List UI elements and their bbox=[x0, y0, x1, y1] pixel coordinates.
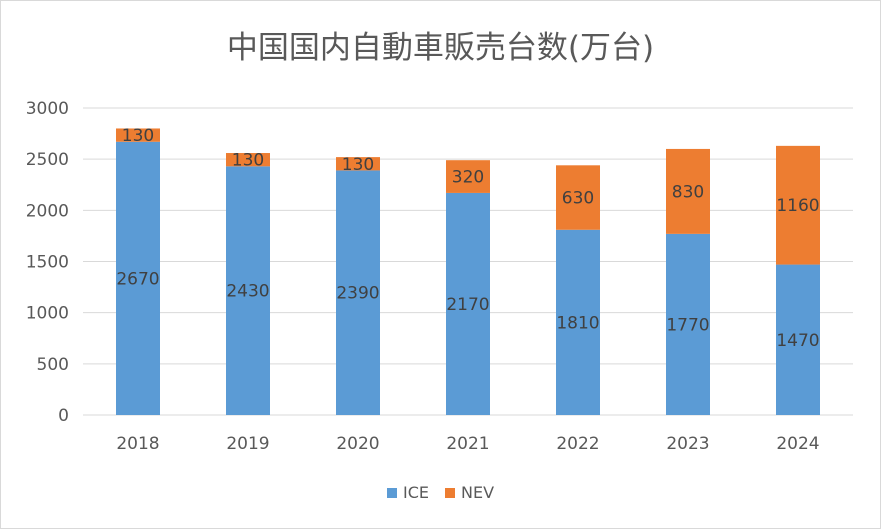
y-tick-label: 1000 bbox=[26, 304, 69, 324]
data-label-ice-2024: 1470 bbox=[776, 331, 819, 351]
x-tick-label: 2020 bbox=[336, 434, 379, 454]
chart-legend: ICE NEV bbox=[0, 483, 881, 502]
bar-ice-2024 bbox=[776, 264, 820, 415]
bar-nev-2018 bbox=[116, 128, 160, 142]
y-tick-label: 2000 bbox=[26, 201, 69, 221]
bar-ice-2020 bbox=[336, 170, 380, 415]
bar-nev-2021 bbox=[446, 160, 490, 193]
data-label-nev-2020: 130 bbox=[342, 155, 374, 175]
x-tick-label: 2019 bbox=[226, 434, 269, 454]
bar-ice-2019 bbox=[226, 166, 270, 415]
y-tick-label: 0 bbox=[58, 406, 69, 426]
bar-nev-2020 bbox=[336, 157, 380, 171]
y-tick-label: 2500 bbox=[26, 150, 69, 170]
data-label-ice-2018: 2670 bbox=[116, 269, 159, 289]
legend-item-nev: NEV bbox=[444, 483, 495, 502]
bar-nev-2024 bbox=[776, 145, 820, 265]
data-label-nev-2022: 630 bbox=[562, 189, 594, 209]
y-tick-label: 3000 bbox=[26, 99, 69, 119]
bar-ice-2022 bbox=[556, 229, 600, 415]
y-tick-label: 500 bbox=[37, 355, 69, 375]
data-label-nev-2024: 1160 bbox=[776, 196, 819, 216]
data-label-nev-2021: 320 bbox=[452, 168, 484, 188]
x-tick-label: 2018 bbox=[116, 434, 159, 454]
data-label-nev-2023: 830 bbox=[672, 182, 704, 202]
data-label-ice-2020: 2390 bbox=[336, 284, 379, 304]
y-tick-label: 1500 bbox=[26, 253, 69, 273]
data-label-ice-2019: 2430 bbox=[226, 282, 269, 302]
data-label-ice-2023: 1770 bbox=[666, 315, 709, 335]
bar-nev-2023 bbox=[666, 148, 710, 234]
legend-swatch-nev bbox=[444, 487, 455, 498]
x-tick-label: 2023 bbox=[666, 434, 709, 454]
bar-ice-2021 bbox=[446, 192, 490, 415]
legend-label-ice: ICE bbox=[402, 483, 429, 502]
legend-swatch-ice bbox=[386, 487, 397, 498]
x-tick-label: 2022 bbox=[556, 434, 599, 454]
x-tick-label: 2024 bbox=[776, 434, 819, 454]
legend-label-nev: NEV bbox=[460, 483, 495, 502]
bar-nev-2019 bbox=[226, 153, 270, 167]
bar-ice-2023 bbox=[666, 233, 710, 415]
bar-ice-2018 bbox=[116, 141, 160, 415]
data-label-ice-2022: 1810 bbox=[556, 313, 599, 333]
chart-title: 中国国内自動車販売台数(万台) bbox=[226, 30, 655, 66]
legend-item-ice: ICE bbox=[386, 483, 429, 502]
bar-nev-2022 bbox=[556, 165, 600, 230]
x-tick-label: 2021 bbox=[446, 434, 489, 454]
data-label-nev-2018: 130 bbox=[122, 126, 154, 146]
data-label-ice-2021: 2170 bbox=[446, 295, 489, 315]
data-label-nev-2019: 130 bbox=[232, 151, 264, 171]
